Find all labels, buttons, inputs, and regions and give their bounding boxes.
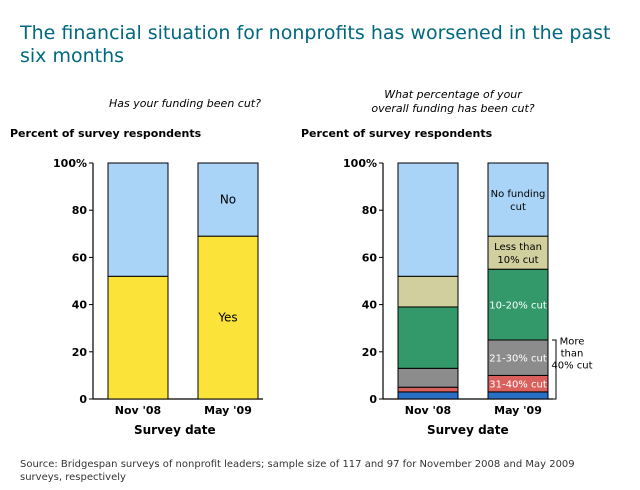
right-chart-y-tick-label: 20 — [362, 346, 378, 359]
left-chart-subtitle: Has your funding been cut? — [109, 97, 261, 110]
left-chart-y-tick-label: 60 — [72, 251, 88, 264]
right-chart-x-tick-label: Nov '08 — [405, 404, 451, 417]
right-chart-data-label: No funding — [491, 189, 546, 200]
right-chart-bar-segment — [397, 367, 459, 388]
right-chart-y-axis-label: Percent of survey respondents — [301, 127, 493, 140]
right-chart-y-tick-label: 40 — [362, 299, 378, 312]
right-chart-bracket-label: 40% cut — [551, 361, 592, 372]
right-chart-data-label: 21-30% cut — [489, 354, 547, 365]
left-chart-y-axis-label: Percent of survey respondents — [10, 127, 202, 140]
right-chart-bracket — [552, 339, 557, 400]
left-chart-bar-segment — [107, 275, 169, 400]
left-chart-y-tick-label: 100% — [53, 157, 87, 170]
right-chart-bar-segment — [487, 268, 549, 341]
right-chart-data-label: 10-20% cut — [489, 301, 547, 312]
right-chart-bar-segment — [487, 391, 549, 400]
left-chart-bar-segment — [197, 162, 259, 237]
right-chart-data-label: cut — [510, 202, 526, 213]
right-chart-bar-segment — [397, 162, 459, 277]
left-chart-y-tick-label: 40 — [72, 299, 88, 312]
right-chart-bar-segment — [487, 162, 549, 237]
right-chart-subtitle: What percentage of your overall funding … — [371, 88, 535, 115]
right-chart-y-tick-label: 100% — [343, 157, 377, 170]
left-chart-x-tick-label: May '09 — [204, 404, 252, 417]
right-chart-x-tick-label: May '09 — [494, 404, 542, 417]
left-chart-x-axis-label: Survey date — [134, 423, 216, 437]
right-chart-data-label: 31-40% cut — [489, 380, 547, 391]
source-note: Source: Bridgespan surveys of nonprofit … — [20, 459, 575, 483]
left-chart-y-tick-label: 0 — [79, 393, 87, 406]
right-chart-y-tick-label: 0 — [369, 393, 377, 406]
right-chart-bracket-label: than — [561, 349, 584, 360]
left-chart-x-tick-label: Nov '08 — [115, 404, 161, 417]
right-chart-bar-segment — [397, 391, 459, 400]
right-chart-data-label: 10% cut — [497, 255, 538, 266]
left-chart-data-label: No — [220, 193, 236, 207]
right-chart-bar-segment — [487, 339, 549, 376]
left-chart-data-label: Yes — [217, 311, 237, 325]
left-chart-y-tick-label: 80 — [72, 204, 88, 217]
right-chart-y-tick-label: 60 — [362, 251, 378, 264]
page-title: The financial situation for nonprofits h… — [20, 22, 611, 67]
left-chart-y-tick-label: 20 — [72, 346, 88, 359]
right-chart-bar-segment — [487, 235, 549, 270]
left-chart-bar-segment — [107, 162, 169, 277]
right-chart-y-tick-label: 80 — [362, 204, 378, 217]
right-chart-bar-segment — [397, 275, 459, 308]
right-chart-bar-segment — [397, 386, 459, 393]
left-chart-bar-segment — [197, 235, 259, 400]
right-chart-bracket-label: More — [560, 337, 585, 348]
right-chart-data-label: Less than — [494, 242, 542, 253]
right-chart-bar-segment — [397, 306, 459, 369]
right-chart-x-axis-label: Survey date — [427, 423, 509, 437]
